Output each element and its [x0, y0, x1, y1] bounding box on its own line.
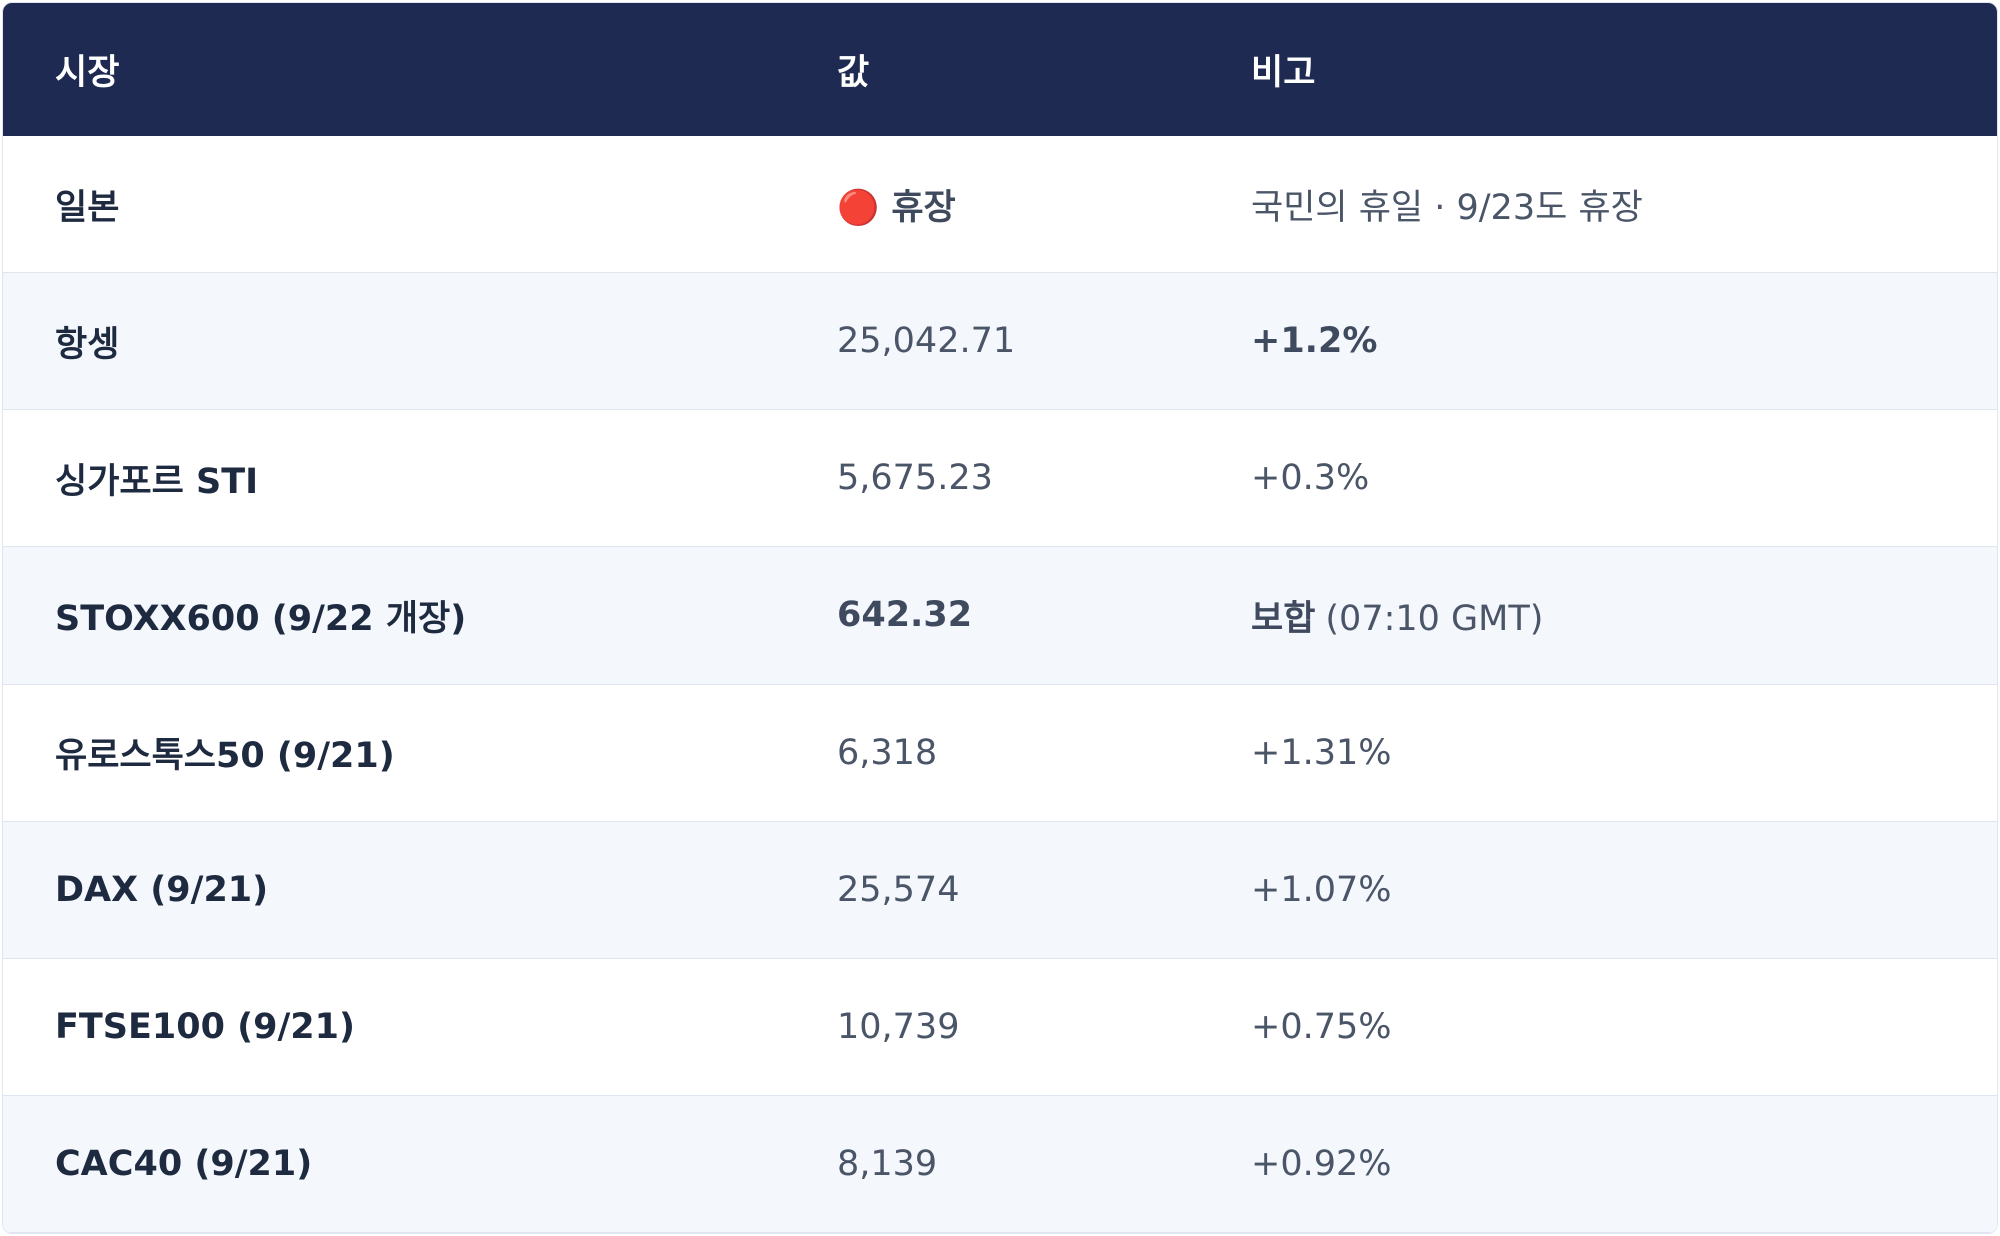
value-cell: 🔴 휴장 — [837, 179, 956, 230]
market-cell: CAC40 (9/21) — [55, 1143, 313, 1184]
value-cell: 10,739 — [837, 1006, 960, 1047]
value-cell: 25,574 — [837, 869, 960, 910]
emphasis-text: 642.32 — [837, 595, 973, 636]
market-cell: 싱가포르 STI — [55, 461, 259, 502]
note-cell: 국민의 휴일 · 9/23도 휴장 — [1251, 187, 1643, 228]
header-cell: 시장 — [55, 53, 120, 93]
market-cell: DAX (9/21) — [55, 869, 269, 910]
table-row: CAC40 (9/21) 8,139 +0.92% — [3, 1095, 1997, 1233]
market-cell: FTSE100 (9/21) — [55, 1006, 355, 1047]
emphasis-text: 보합 — [1251, 598, 1316, 639]
value-cell: 6,318 — [837, 732, 938, 773]
header-row: 시장 값 비고 — [3, 3, 1997, 136]
table-row: DAX (9/21) 25,574 +1.07% — [3, 821, 1997, 959]
value-cell: 25,042.71 — [837, 321, 1016, 362]
market-cell: 유로스톡스50 (9/21) — [55, 736, 395, 777]
table-row: FTSE100 (9/21) 10,739 +0.75% — [3, 958, 1997, 1096]
note-cell: +0.75% — [1251, 1006, 1392, 1047]
header-cell: 비고 — [1251, 53, 1316, 93]
value-cell: 642.32 — [837, 595, 972, 635]
market-cell: STOXX600 (9/22 개장) — [55, 598, 467, 639]
table-row: 싱가포르 STI 5,675.23 +0.3% — [3, 410, 1997, 548]
note-cell: +1.31% — [1251, 732, 1392, 773]
note-cell: +1.2% — [1251, 321, 1377, 361]
detail-text: (07:10 GMT) — [1325, 598, 1544, 639]
value-cell: 8,139 — [837, 1143, 938, 1184]
table-row: 일본 🔴 휴장 국민의 휴일 · 9/23도 휴장 — [3, 136, 1997, 274]
header-cell: 값 — [837, 53, 870, 93]
emphasis-text: 휴장 — [891, 187, 956, 228]
note-cell: +1.07% — [1251, 869, 1392, 910]
value-cell: 5,675.23 — [837, 458, 993, 499]
table-row: 항셍 25,042.71 +1.2% — [3, 273, 1997, 411]
note-cell: +0.3% — [1251, 458, 1370, 499]
note-cell: +0.92% — [1251, 1143, 1392, 1184]
market-cell: 일본 — [55, 187, 120, 228]
emphasis-text: +1.2% — [1251, 321, 1378, 362]
note-cell: 보합 (07:10 GMT) — [1251, 590, 1543, 641]
status-icon: 🔴 — [837, 187, 880, 228]
table-row: STOXX600 (9/22 개장) 642.32 보합 (07:10 GMT) — [3, 547, 1997, 685]
table-row: 유로스톡스50 (9/21) 6,318 +1.31% — [3, 684, 1997, 822]
market-cell: 항셍 — [55, 324, 120, 365]
